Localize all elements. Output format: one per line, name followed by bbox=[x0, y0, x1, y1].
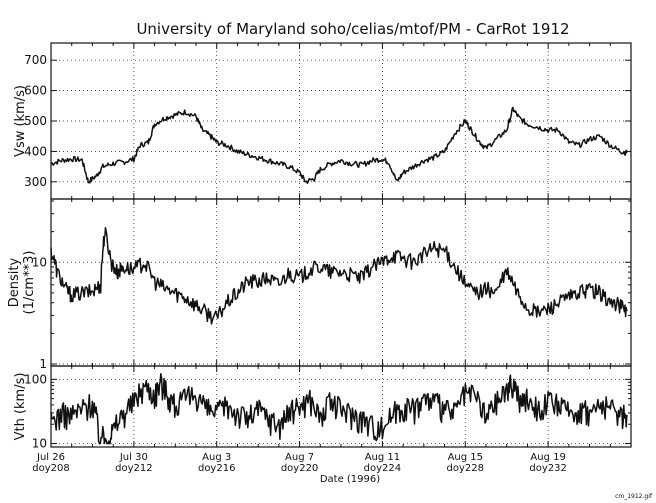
x-tick-label-doy: doy216 bbox=[198, 463, 235, 474]
y-tick-label: 500 bbox=[24, 114, 47, 128]
x-tick-label-date: Aug 7 bbox=[285, 452, 314, 463]
x-tick-label-date: Aug 19 bbox=[530, 452, 565, 463]
x-tick-label-doy: doy220 bbox=[281, 463, 318, 474]
x-tick-label-date: Jul 30 bbox=[119, 452, 148, 463]
series-line bbox=[50, 226, 628, 325]
x-tick-label-doy: doy208 bbox=[32, 463, 69, 474]
x-tick-label-doy: doy232 bbox=[529, 463, 566, 474]
y-tick-label: 1 bbox=[39, 357, 47, 371]
x-axis-title: Date (1996) bbox=[320, 474, 380, 485]
y-tick-label: 10 bbox=[32, 255, 47, 269]
series-line bbox=[50, 106, 628, 185]
y-axis-label: Density bbox=[7, 257, 22, 307]
y-tick-label: 100 bbox=[24, 372, 47, 386]
y-axis-label: (1/cm**3) bbox=[22, 251, 37, 315]
y-tick-label: 400 bbox=[24, 144, 47, 158]
x-tick-label-date: Aug 15 bbox=[448, 452, 483, 463]
y-tick-label: 10 bbox=[32, 437, 47, 451]
x-tick-label-date: Aug 11 bbox=[365, 452, 400, 463]
x-tick-label-doy: doy224 bbox=[364, 463, 401, 474]
panel-frame bbox=[50, 365, 632, 448]
y-tick-label: 300 bbox=[24, 175, 47, 189]
x-tick-label-doy: doy212 bbox=[115, 463, 152, 474]
x-tick-label-date: Aug 3 bbox=[202, 452, 231, 463]
series-line bbox=[50, 373, 628, 445]
panel-frame bbox=[50, 198, 632, 367]
y-axis-label: Vsw (km/s) bbox=[13, 85, 28, 157]
panel-2: 1 10 Density (1/cm**3) bbox=[7, 198, 632, 371]
panels: 300 400 500 600 700 Vsw (km/s) 1 10 Density (1/cm… bbox=[7, 42, 632, 474]
panel-1: 300 400 500 600 700 Vsw (km/s) bbox=[13, 42, 632, 200]
y-tick-label: 600 bbox=[24, 84, 47, 98]
chart-title: University of Maryland soho/celias/mtof/… bbox=[136, 20, 569, 38]
y-axis-label: Vth (km/s) bbox=[13, 373, 28, 441]
footer-filename: cm_1912.gif bbox=[615, 493, 653, 500]
y-tick-label: 700 bbox=[24, 53, 47, 67]
x-tick-label-date: Jul 26 bbox=[36, 452, 65, 463]
x-tick-label-doy: doy228 bbox=[447, 463, 484, 474]
